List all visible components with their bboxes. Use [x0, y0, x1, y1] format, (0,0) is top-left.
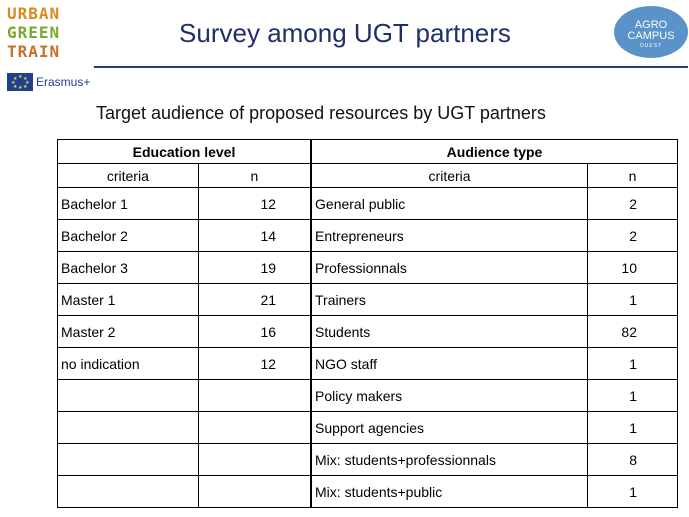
eu-flag-icon: ★ ★ ★ ★ ★ ★ ★ ★	[7, 73, 33, 91]
audience-criteria-cell: Mix: students+public	[310, 475, 589, 508]
education-criteria-header: criteria	[57, 163, 199, 188]
column-header-row: criteria n criteria n	[57, 163, 678, 188]
audience-criteria-cell: NGO staff	[310, 347, 589, 380]
audience-criteria-cell: Professionnals	[310, 251, 589, 284]
audience-n-cell: 2	[587, 187, 678, 220]
table-row: Mix: students+professionnals 8	[57, 443, 678, 476]
education-criteria-cell: Master 1	[57, 283, 199, 316]
audience-criteria-cell: Entrepreneurs	[310, 219, 589, 252]
audience-criteria-cell: Trainers	[310, 283, 589, 316]
education-criteria-cell: Bachelor 1	[57, 187, 199, 220]
logo-line-urban: URBAN	[7, 4, 61, 23]
table-row: Support agencies 1	[57, 411, 678, 444]
table-row: Mix: students+public 1	[57, 475, 678, 508]
table-row: Bachelor 3 19 Professionnals 10	[57, 251, 678, 284]
education-n-cell: 12	[197, 187, 312, 220]
education-n-cell: 19	[197, 251, 312, 284]
audience-n-cell: 2	[587, 219, 678, 252]
audience-type-header: Audience type	[310, 139, 679, 164]
urban-green-train-logo: URBAN GREEN TRAIN	[7, 4, 99, 61]
audience-criteria-cell: Support agencies	[310, 411, 589, 444]
title-divider	[94, 66, 688, 68]
table-row: Master 1 21 Trainers 1	[57, 283, 678, 316]
education-n-header: n	[197, 163, 312, 188]
table-row: no indication 12 NGO staff 1	[57, 347, 678, 380]
audience-n-cell: 1	[587, 411, 678, 444]
agro-logo-line1: AGRO	[634, 19, 668, 31]
logo-line-green: GREEN	[7, 23, 61, 42]
audience-n-cell: 10	[587, 251, 678, 284]
education-criteria-cell: Master 2	[57, 315, 199, 348]
education-n-cell: 14	[197, 219, 312, 252]
table-row: Policy makers 1	[57, 379, 678, 412]
audience-criteria-cell: Students	[310, 315, 589, 348]
education-n-cell	[197, 443, 312, 476]
agro-logo-line2: CAMPUS	[627, 30, 675, 42]
audience-criteria-cell: Mix: students+professionnals	[310, 443, 589, 476]
erasmus-logo: ★ ★ ★ ★ ★ ★ ★ ★ Erasmus+	[7, 73, 90, 91]
education-n-cell: 16	[197, 315, 312, 348]
education-level-header: Education level	[57, 139, 312, 164]
erasmus-label: Erasmus+	[36, 75, 91, 89]
education-n-cell: 12	[197, 347, 312, 380]
audience-n-cell: 1	[587, 475, 678, 508]
table-caption: Target audience of proposed resources by…	[96, 103, 546, 123]
audience-n-cell: 82	[587, 315, 678, 348]
education-criteria-cell	[57, 475, 199, 508]
group-header-row: Education level Audience type	[57, 139, 679, 164]
education-criteria-cell: Bachelor 2	[57, 219, 199, 252]
audience-n-cell: 8	[587, 443, 678, 476]
table-row: Bachelor 1 12 General public 2	[57, 187, 678, 220]
agro-logo-line3: OUEST	[639, 43, 663, 49]
audience-n-cell: 1	[587, 283, 678, 316]
audience-criteria-cell: Policy makers	[310, 379, 589, 412]
audience-criteria-cell: General public	[310, 187, 589, 220]
agrocampus-ouest-logo: AGRO CAMPUS OUEST	[614, 6, 688, 58]
logo-line-train: TRAIN	[7, 42, 61, 61]
slide-title: Survey among UGT partners	[179, 18, 511, 48]
audience-n-cell: 1	[587, 379, 678, 412]
education-n-cell	[197, 411, 312, 444]
audience-criteria-header: criteria	[310, 163, 589, 188]
education-n-cell	[197, 379, 312, 412]
education-criteria-cell	[57, 379, 199, 412]
education-n-cell	[197, 475, 312, 508]
education-criteria-cell	[57, 443, 199, 476]
table-row: Master 2 16 Students 82	[57, 315, 678, 348]
education-criteria-cell	[57, 411, 199, 444]
education-criteria-cell: no indication	[57, 347, 199, 380]
survey-table: Education level Audience type criteria n…	[57, 139, 679, 508]
audience-n-header: n	[587, 163, 678, 188]
education-criteria-cell: Bachelor 3	[57, 251, 199, 284]
education-n-cell: 21	[197, 283, 312, 316]
table-row: Bachelor 2 14 Entrepreneurs 2	[57, 219, 678, 252]
audience-n-cell: 1	[587, 347, 678, 380]
